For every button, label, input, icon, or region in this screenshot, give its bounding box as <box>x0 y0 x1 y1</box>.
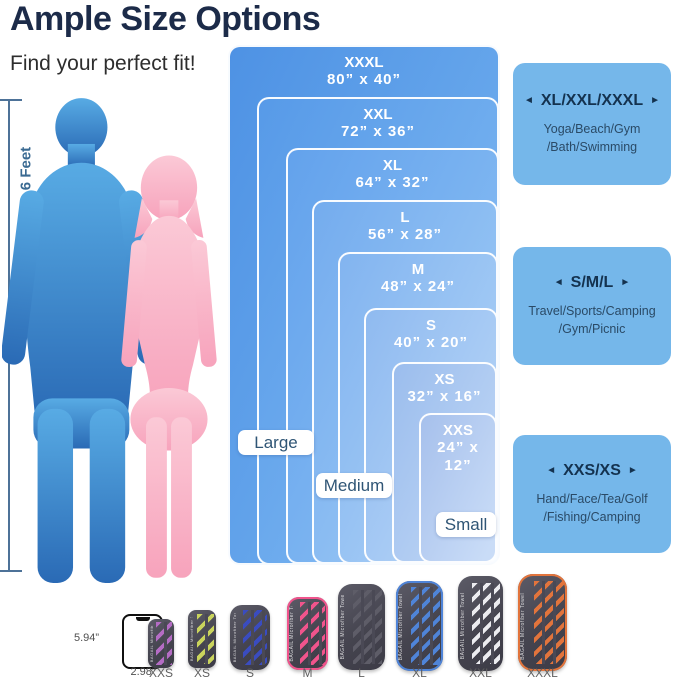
towel-l: BAGAIL Microfiber Towel <box>338 584 385 670</box>
info-box-title: XL/XXL/XXXL <box>540 92 644 109</box>
info-box-xl-xxl-xxxl: ◄ XL/XXL/XXXL ► Yoga/Beach/Gym /Bath/Swi… <box>513 63 671 185</box>
towel-size-label: XL <box>412 666 427 680</box>
right-arrow-icon: ► <box>650 95 661 106</box>
size-rect-name: XS <box>434 371 455 388</box>
towel-xxxl: BAGAIL Microfiber Towel <box>518 574 567 671</box>
info-box-title: XXS/XS <box>563 462 621 479</box>
left-arrow-icon: ◄ <box>553 277 564 288</box>
phone-width-label: 2.98” <box>130 666 156 678</box>
size-rect-label: XXS 24” x 12” <box>421 422 495 475</box>
towel-xl: BAGAIL Microfiber Towel <box>396 581 443 671</box>
group-chip-small: Small <box>436 512 496 537</box>
towel-stripes <box>156 622 173 665</box>
towel-brand-text: BAGAIL Microfiber Towel <box>340 594 347 660</box>
towel-xs: BAGAIL Microfiber Towel <box>188 610 216 668</box>
right-arrow-icon: ► <box>627 465 638 476</box>
towel-stripes <box>533 580 564 665</box>
info-box-xxs-xs: ◄ XXS/XS ► Hand/Face/Tea/Golf /Fishing/C… <box>513 435 671 553</box>
info-box-desc-line: /Bath/Swimming <box>546 139 638 154</box>
towel-stripes <box>300 602 326 665</box>
size-rect-name: XL <box>382 157 403 174</box>
group-chip-large: Large <box>238 430 314 455</box>
height-ruler-bottom-tick <box>0 570 22 572</box>
towel-size-label: L <box>358 666 365 680</box>
size-rect-name: M <box>411 261 425 278</box>
left-arrow-icon: ◄ <box>546 465 557 476</box>
size-rect-label: XS 32” x 16” <box>394 371 495 406</box>
info-box-desc-line: Yoga/Beach/Gym <box>543 122 641 136</box>
size-rect-name: XXL <box>363 106 393 123</box>
size-rect-dims: 64” x 32” <box>355 174 430 191</box>
info-box-description: Travel/Sports/Camping /Gym/Picnic <box>528 303 655 338</box>
towel-stripes <box>242 609 268 666</box>
size-rect-xxs: XXS 24” x 12” <box>419 413 497 563</box>
towel-size-label: XXXL <box>527 666 558 680</box>
size-rect-label: XL 64” x 32” <box>288 157 497 192</box>
size-rect-dims: 80” x 40” <box>326 71 402 88</box>
info-box-s-m-l: ◄ S/M/L ► Travel/Sports/Camping /Gym/Pic… <box>513 247 671 365</box>
info-box-description: Hand/Face/Tea/Golf /Fishing/Camping <box>536 491 647 526</box>
phone-height-label: 5.94” <box>74 632 100 644</box>
towel-size-label: XXS <box>148 666 174 680</box>
towel-s: BAGAIL Microfiber Towel <box>230 605 270 670</box>
towel-brand-text: BAGAIL Microfiber Towel <box>149 624 155 663</box>
towel-size-label: XXL <box>469 666 492 680</box>
towel-brand-text: BAGAIL Microfiber Towel <box>398 593 405 661</box>
size-rect-name: XXXL <box>344 54 384 71</box>
towel-stripes <box>353 590 382 664</box>
female-silhouette <box>121 155 217 578</box>
towel-stripes <box>196 614 215 664</box>
towel-brand-text: BAGAIL Microfiber Towel <box>289 605 296 662</box>
size-rect-label: XXL 72” x 36” <box>259 106 497 141</box>
info-box-title-row: ◄ S/M/L ► <box>554 274 630 292</box>
towel-xxs: BAGAIL Microfiber Towel <box>148 619 174 668</box>
info-box-title-row: ◄ XXS/XS ► <box>546 462 638 480</box>
towel-size-label: XS <box>193 666 211 680</box>
info-box-desc-line: /Gym/Picnic <box>558 321 626 336</box>
page-title: Ample Size Options <box>10 0 321 38</box>
info-box-desc-line: Travel/Sports/Camping <box>528 304 656 318</box>
size-rect-dims: 48” x 24” <box>380 278 456 295</box>
towel-xxl: BAGAIL Microfiber Towel <box>458 576 503 671</box>
info-box-description: Yoga/Beach/Gym /Bath/Swimming <box>544 121 641 156</box>
info-box-desc-line: /Fishing/Camping <box>543 509 641 524</box>
group-chip-medium: Medium <box>316 473 392 498</box>
towel-stripes <box>411 587 440 665</box>
male-silhouette <box>2 98 162 583</box>
towel-brand-text: BAGAIL Microfiber Towel <box>232 612 237 663</box>
size-rect-label: S 40” x 20” <box>366 317 496 352</box>
size-rect-dims: 24” x 12” <box>437 439 479 474</box>
size-rect-name: S <box>425 317 436 334</box>
size-rect-dims: 32” x 16” <box>407 388 482 405</box>
towel-size-label: M <box>302 666 313 680</box>
info-box-desc-line: Hand/Face/Tea/Golf <box>536 492 648 506</box>
size-rect-label: XXXL 80” x 40” <box>230 54 498 89</box>
size-rect-label: L 56” x 28” <box>314 209 496 244</box>
people-silhouettes <box>2 98 217 583</box>
towel-stripes <box>472 582 500 665</box>
right-arrow-icon: ► <box>620 277 631 288</box>
size-rect-dims: 56” x 28” <box>367 226 443 243</box>
phone-notch <box>135 617 150 621</box>
left-arrow-icon: ◄ <box>523 95 534 106</box>
size-rect-name: XXS <box>442 422 473 439</box>
size-rect-dims: 72” x 36” <box>340 123 416 140</box>
towel-brand-text: BAGAIL Microfiber Towel <box>460 592 467 660</box>
size-rect-dims: 40” x 20” <box>393 334 469 351</box>
info-box-title: S/M/L <box>570 274 614 291</box>
height-ruler-top-tick <box>0 99 22 101</box>
towel-m: BAGAIL Microfiber Towel <box>287 597 328 670</box>
towel-brand-text: BAGAIL Microfiber Towel <box>189 616 195 662</box>
towel-brand-text: BAGAIL Microfiber Towel <box>520 592 527 660</box>
info-box-title-row: ◄ XL/XXL/XXXL ► <box>524 92 660 110</box>
size-rect-label: M 48” x 24” <box>340 261 496 296</box>
page-subtitle: Find your perfect fit! <box>10 52 196 75</box>
towel-size-label: S <box>245 666 255 680</box>
size-rect-name: L <box>400 209 410 226</box>
